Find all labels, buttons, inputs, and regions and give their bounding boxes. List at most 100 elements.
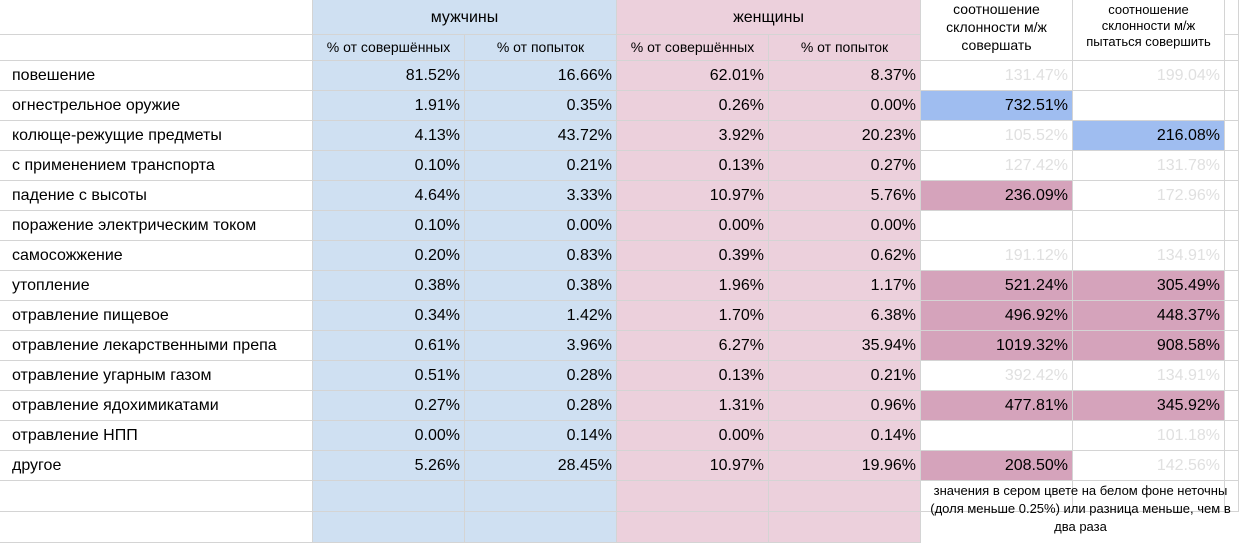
men-value-cell[interactable]: 0.14% bbox=[465, 421, 617, 451]
ratio-commit-cell[interactable]: 521.24% bbox=[921, 271, 1073, 301]
ratio-commit-cell[interactable]: 127.42% bbox=[921, 151, 1073, 181]
ratio-attempt-cell[interactable]: 199.04% bbox=[1073, 61, 1225, 91]
men-value-cell[interactable]: 3.33% bbox=[465, 181, 617, 211]
ratio-commit-cell[interactable]: 131.47% bbox=[921, 61, 1073, 91]
women-value-cell[interactable]: 0.00% bbox=[617, 211, 769, 241]
subheader-women-attempts[interactable]: % от попыток bbox=[769, 35, 921, 61]
women-value-cell[interactable]: 1.70% bbox=[617, 301, 769, 331]
men-value-cell[interactable]: 0.10% bbox=[313, 151, 465, 181]
ratio-commit-cell[interactable]: 191.12% bbox=[921, 241, 1073, 271]
row-label[interactable]: поражение электрическим током bbox=[0, 211, 313, 241]
men-value-cell[interactable]: 1.42% bbox=[465, 301, 617, 331]
men-value-cell[interactable]: 81.52% bbox=[313, 61, 465, 91]
women-value-cell[interactable]: 62.01% bbox=[617, 61, 769, 91]
ratio-commit-cell[interactable]: 496.92% bbox=[921, 301, 1073, 331]
men-value-cell[interactable]: 0.28% bbox=[465, 361, 617, 391]
men-value-cell[interactable]: 16.66% bbox=[465, 61, 617, 91]
ratio-attempt-cell[interactable]: 305.49% bbox=[1073, 271, 1225, 301]
ratio-attempt-cell[interactable]: 345.92% bbox=[1073, 391, 1225, 421]
empty-cell[interactable] bbox=[1225, 271, 1239, 301]
ratio-attempt-cell[interactable]: 216.08% bbox=[1073, 121, 1225, 151]
row-label[interactable]: падение с высоты bbox=[0, 181, 313, 211]
empty-cell[interactable] bbox=[1225, 301, 1239, 331]
men-value-cell[interactable]: 0.34% bbox=[313, 301, 465, 331]
row-label[interactable]: огнестрельное оружие bbox=[0, 91, 313, 121]
empty-cell[interactable] bbox=[1225, 61, 1239, 91]
row-label[interactable]: отравление НПП bbox=[0, 421, 313, 451]
women-value-cell[interactable]: 0.21% bbox=[769, 361, 921, 391]
empty-cell[interactable] bbox=[0, 512, 313, 543]
ratio-commit-cell[interactable]: 208.50% bbox=[921, 451, 1073, 481]
subheader-extra-cell[interactable] bbox=[1225, 35, 1239, 61]
empty-cell[interactable] bbox=[0, 481, 313, 512]
ratio-attempt-cell[interactable]: 172.96% bbox=[1073, 181, 1225, 211]
women-value-cell[interactable]: 0.13% bbox=[617, 151, 769, 181]
row-label[interactable]: отравление ядохимикатами bbox=[0, 391, 313, 421]
empty-cell[interactable] bbox=[1225, 451, 1239, 481]
row-label[interactable]: отравление угарным газом bbox=[0, 361, 313, 391]
women-value-cell[interactable]: 0.00% bbox=[617, 421, 769, 451]
women-value-cell[interactable]: 0.26% bbox=[617, 91, 769, 121]
empty-cell[interactable] bbox=[465, 481, 617, 512]
ratio-commit-cell[interactable]: 236.09% bbox=[921, 181, 1073, 211]
subheader-empty-cell[interactable] bbox=[0, 35, 313, 61]
header-men[interactable]: мужчины bbox=[313, 0, 617, 35]
empty-cell[interactable] bbox=[769, 512, 921, 543]
empty-cell[interactable] bbox=[617, 512, 769, 543]
row-label[interactable]: колюще-режущие предметы bbox=[0, 121, 313, 151]
header-women[interactable]: женщины bbox=[617, 0, 921, 35]
ratio-attempt-cell[interactable] bbox=[1073, 91, 1225, 121]
subheader-men-completed[interactable]: % от совершённых bbox=[313, 35, 465, 61]
ratio-commit-cell[interactable] bbox=[921, 421, 1073, 451]
women-value-cell[interactable]: 0.14% bbox=[769, 421, 921, 451]
ratio-attempt-cell[interactable]: 134.91% bbox=[1073, 241, 1225, 271]
men-value-cell[interactable]: 5.26% bbox=[313, 451, 465, 481]
ratio-commit-cell[interactable]: 1019.32% bbox=[921, 331, 1073, 361]
women-value-cell[interactable]: 3.92% bbox=[617, 121, 769, 151]
ratio-attempt-cell[interactable]: 908.58% bbox=[1073, 331, 1225, 361]
women-value-cell[interactable]: 20.23% bbox=[769, 121, 921, 151]
header-ratio-attempt[interactable]: соотношение склонности м/ж пытаться сове… bbox=[1073, 0, 1225, 61]
ratio-commit-cell[interactable] bbox=[921, 211, 1073, 241]
men-value-cell[interactable]: 0.21% bbox=[465, 151, 617, 181]
women-value-cell[interactable]: 0.27% bbox=[769, 151, 921, 181]
men-value-cell[interactable]: 4.64% bbox=[313, 181, 465, 211]
ratio-attempt-cell[interactable]: 142.56% bbox=[1073, 451, 1225, 481]
men-value-cell[interactable]: 3.96% bbox=[465, 331, 617, 361]
row-label[interactable]: повешение bbox=[0, 61, 313, 91]
women-value-cell[interactable]: 0.13% bbox=[617, 361, 769, 391]
empty-cell[interactable] bbox=[1225, 361, 1239, 391]
empty-cell[interactable] bbox=[1225, 121, 1239, 151]
men-value-cell[interactable]: 28.45% bbox=[465, 451, 617, 481]
men-value-cell[interactable]: 0.00% bbox=[465, 211, 617, 241]
men-value-cell[interactable]: 0.83% bbox=[465, 241, 617, 271]
empty-cell[interactable] bbox=[1225, 391, 1239, 421]
women-value-cell[interactable]: 35.94% bbox=[769, 331, 921, 361]
row-label[interactable]: другое bbox=[0, 451, 313, 481]
men-value-cell[interactable]: 0.00% bbox=[313, 421, 465, 451]
women-value-cell[interactable]: 0.39% bbox=[617, 241, 769, 271]
empty-cell[interactable] bbox=[921, 481, 1073, 512]
subheader-men-attempts[interactable]: % от попыток bbox=[465, 35, 617, 61]
men-value-cell[interactable]: 0.61% bbox=[313, 331, 465, 361]
empty-cell[interactable] bbox=[1225, 181, 1239, 211]
men-value-cell[interactable]: 0.51% bbox=[313, 361, 465, 391]
empty-cell[interactable] bbox=[465, 512, 617, 543]
men-value-cell[interactable]: 1.91% bbox=[313, 91, 465, 121]
women-value-cell[interactable]: 1.31% bbox=[617, 391, 769, 421]
men-value-cell[interactable]: 0.35% bbox=[465, 91, 617, 121]
men-value-cell[interactable]: 0.28% bbox=[465, 391, 617, 421]
empty-cell[interactable] bbox=[1225, 421, 1239, 451]
row-label[interactable]: отравление лекарственными препа bbox=[0, 331, 313, 361]
row-label[interactable]: утопление bbox=[0, 271, 313, 301]
men-value-cell[interactable]: 0.20% bbox=[313, 241, 465, 271]
ratio-attempt-cell[interactable]: 131.78% bbox=[1073, 151, 1225, 181]
women-value-cell[interactable]: 1.17% bbox=[769, 271, 921, 301]
empty-cell[interactable] bbox=[1225, 331, 1239, 361]
empty-cell[interactable] bbox=[1225, 151, 1239, 181]
header-empty-cell[interactable] bbox=[0, 0, 313, 35]
row-label[interactable]: самосожжение bbox=[0, 241, 313, 271]
empty-cell[interactable] bbox=[1225, 91, 1239, 121]
empty-cell[interactable] bbox=[1225, 211, 1239, 241]
ratio-commit-cell[interactable]: 477.81% bbox=[921, 391, 1073, 421]
